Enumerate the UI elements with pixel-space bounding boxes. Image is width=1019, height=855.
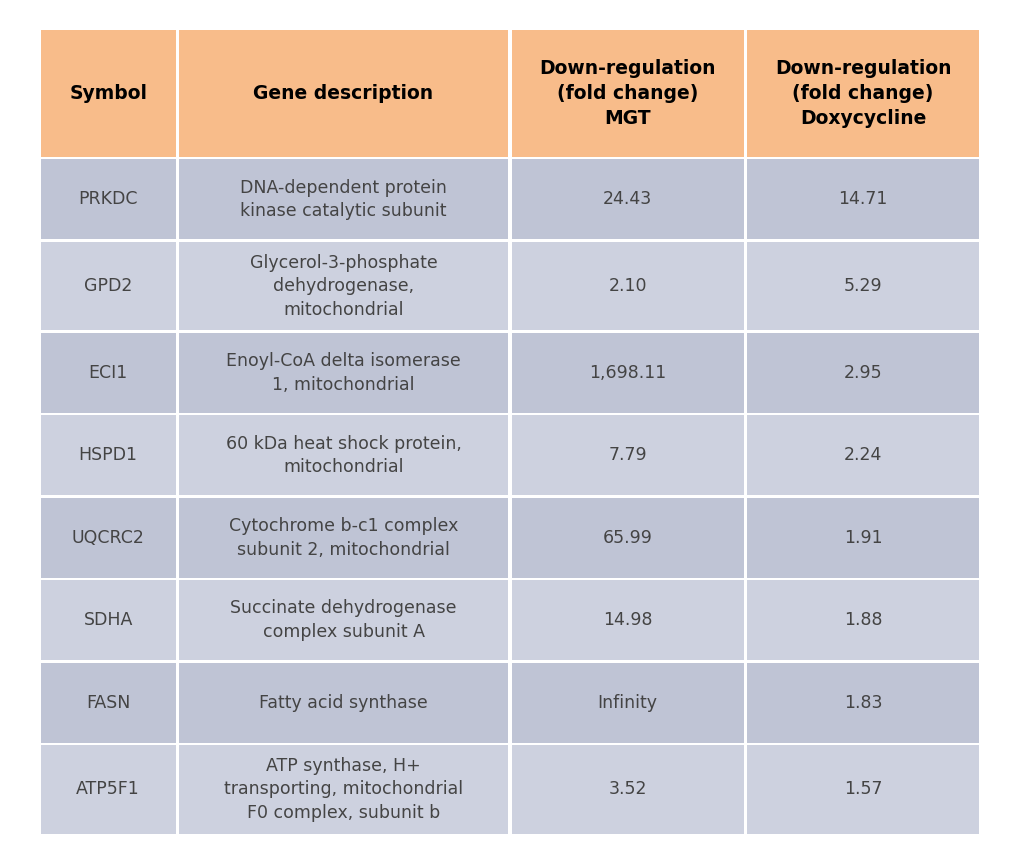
Bar [512,745,743,834]
Text: 1.91: 1.91 [843,528,881,546]
Text: 65.99: 65.99 [602,528,652,546]
Text: 1,698.11: 1,698.11 [589,364,665,382]
Text: 5.29: 5.29 [843,277,881,295]
Bar [178,581,507,660]
Bar [178,498,507,578]
Bar [178,160,507,239]
Text: 3.52: 3.52 [608,781,646,799]
Text: UQCRC2: UQCRC2 [71,528,145,546]
Text: ATP5F1: ATP5F1 [76,781,140,799]
Text: FASN: FASN [86,693,130,711]
Text: Cytochrome b-c1 complex
subunit 2, mitochondrial: Cytochrome b-c1 complex subunit 2, mitoc… [228,517,458,558]
Bar [512,581,743,660]
Text: Fatty acid synthase: Fatty acid synthase [259,693,428,711]
Text: Symbol: Symbol [69,84,147,103]
Text: PRKDC: PRKDC [78,191,138,209]
Text: ECI1: ECI1 [89,364,127,382]
Text: SDHA: SDHA [84,611,132,629]
Bar [41,333,175,413]
Bar [512,30,743,157]
Text: 1.88: 1.88 [843,611,881,629]
Text: GPD2: GPD2 [84,277,132,295]
Bar [746,30,978,157]
Text: 60 kDa heat shock protein,
mitochondrial: 60 kDa heat shock protein, mitochondrial [225,434,461,476]
Bar [512,663,743,742]
Bar [512,160,743,239]
Bar [178,663,507,742]
Bar [41,160,175,239]
Bar [41,745,175,834]
Bar [178,30,507,157]
Text: Glycerol-3-phosphate
dehydrogenase,
mitochondrial: Glycerol-3-phosphate dehydrogenase, mito… [250,254,437,319]
Bar [746,663,978,742]
Text: 14.98: 14.98 [602,611,652,629]
Bar [512,242,743,330]
Bar [746,160,978,239]
Bar [41,581,175,660]
Text: Infinity: Infinity [597,693,657,711]
Bar [41,663,175,742]
Bar [178,416,507,495]
Text: HSPD1: HSPD1 [78,446,138,464]
Bar [512,416,743,495]
Bar [41,416,175,495]
Bar [41,30,175,157]
Bar [746,242,978,330]
Text: Enoyl-CoA delta isomerase
1, mitochondrial: Enoyl-CoA delta isomerase 1, mitochondri… [226,352,461,393]
Bar [41,498,175,578]
Text: 1.57: 1.57 [843,781,881,799]
Text: Down-regulation
(fold change)
Doxycycline: Down-regulation (fold change) Doxycyclin… [774,59,951,128]
Bar [746,416,978,495]
Bar [746,333,978,413]
Text: ATP synthase, H+
transporting, mitochondrial
F0 complex, subunit b: ATP synthase, H+ transporting, mitochond… [224,757,463,822]
Bar [746,581,978,660]
Bar [746,745,978,834]
Bar [178,333,507,413]
Text: Down-regulation
(fold change)
MGT: Down-regulation (fold change) MGT [539,59,715,128]
Text: Succinate dehydrogenase
complex subunit A: Succinate dehydrogenase complex subunit … [230,599,457,641]
Bar [41,242,175,330]
Text: Gene description: Gene description [254,84,433,103]
Bar [178,242,507,330]
Text: 2.24: 2.24 [843,446,881,464]
Text: DNA-dependent protein
kinase catalytic subunit: DNA-dependent protein kinase catalytic s… [239,179,446,221]
Text: 14.71: 14.71 [838,191,887,209]
Text: 2.95: 2.95 [843,364,881,382]
Text: 1.83: 1.83 [843,693,881,711]
Bar [512,333,743,413]
Bar [178,745,507,834]
Bar [746,498,978,578]
Text: 24.43: 24.43 [602,191,652,209]
Bar [512,498,743,578]
Text: 7.79: 7.79 [607,446,646,464]
Text: 2.10: 2.10 [608,277,646,295]
